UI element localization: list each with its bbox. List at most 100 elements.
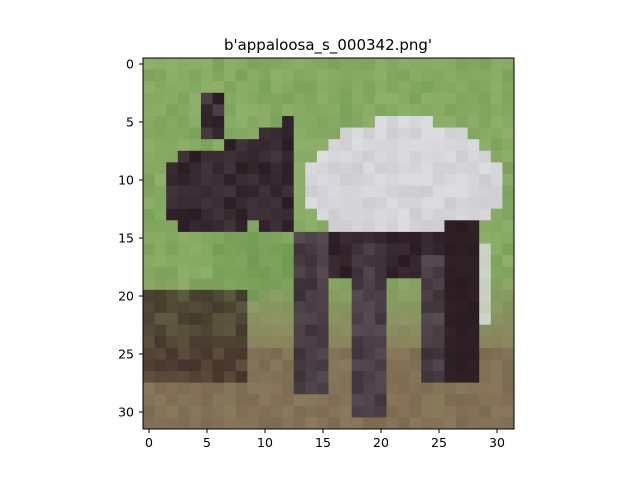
image-pixel — [467, 255, 480, 268]
image-pixel — [154, 313, 167, 326]
image-pixel — [247, 324, 260, 337]
image-pixel — [386, 371, 399, 384]
image-pixel — [270, 173, 283, 187]
image-pixel — [200, 278, 214, 291]
image-pixel — [212, 173, 225, 187]
image-pixel — [328, 313, 341, 326]
image-pixel — [444, 324, 457, 337]
image-pixel — [398, 301, 411, 314]
image-pixel — [502, 69, 515, 82]
image-pixel — [258, 231, 272, 244]
image-pixel — [177, 115, 190, 129]
image-pixel — [398, 197, 411, 210]
image-pixel — [166, 313, 179, 326]
image-pixel — [282, 208, 295, 221]
image-pixel — [247, 289, 260, 302]
image-pixel — [177, 220, 190, 233]
image-pixel — [293, 173, 306, 187]
image-pixel — [166, 371, 179, 384]
image-pixel — [189, 81, 202, 94]
image-pixel — [421, 208, 434, 221]
image-pixel — [502, 266, 515, 279]
image-pixel — [398, 81, 411, 94]
image-pixel — [444, 92, 457, 105]
image-pixel — [490, 289, 503, 302]
image-pixel — [502, 162, 515, 175]
image-pixel — [479, 359, 492, 372]
image-pixel — [177, 417, 190, 430]
image-pixel — [177, 162, 190, 175]
image-pixel — [340, 197, 353, 210]
image-pixel — [177, 104, 190, 117]
image-pixel — [363, 173, 376, 187]
image-pixel — [305, 255, 318, 268]
image-pixel — [293, 289, 306, 302]
image-pixel — [235, 301, 248, 314]
image-pixel — [200, 127, 214, 140]
image-pixel — [282, 405, 295, 418]
image-pixel — [258, 301, 272, 314]
image-pixel — [456, 324, 469, 337]
image-pixel — [189, 359, 202, 372]
image-pixel — [212, 231, 225, 244]
image-pixel — [490, 58, 503, 71]
image-pixel — [235, 197, 248, 210]
image-pixel — [305, 81, 318, 94]
image-pixel — [305, 266, 318, 279]
image-pixel — [432, 231, 445, 244]
image-pixel — [247, 382, 260, 395]
image-pixel — [374, 359, 387, 372]
image-pixel — [351, 255, 364, 268]
image-pixel — [316, 162, 329, 175]
image-pixel — [479, 347, 492, 360]
image-pixel — [258, 139, 272, 152]
image-pixel — [200, 255, 214, 268]
image-pixel — [409, 405, 422, 418]
image-pixel — [398, 231, 411, 244]
image-pixel — [432, 92, 445, 105]
image-pixel — [386, 359, 399, 372]
image-pixel — [456, 347, 469, 360]
image-pixel — [166, 324, 179, 337]
image-pixel — [270, 371, 283, 384]
image-pixel — [282, 81, 295, 94]
image-pixel — [467, 231, 480, 244]
image-pixel — [200, 301, 214, 314]
image-pixel — [467, 127, 480, 140]
image-pixel — [421, 243, 434, 256]
image-pixel — [444, 115, 457, 129]
image-pixel — [316, 359, 329, 372]
image-pixel — [247, 266, 260, 279]
image-pixel — [316, 81, 329, 94]
image-pixel — [502, 104, 515, 117]
image-pixel — [340, 347, 353, 360]
image-pixel — [270, 347, 283, 360]
image-pixel — [235, 243, 248, 256]
image-pixel — [363, 231, 376, 244]
image-pixel — [363, 336, 376, 349]
image-pixel — [456, 278, 469, 291]
image-pixel — [398, 278, 411, 291]
image-pixel — [212, 347, 225, 360]
image-pixel — [224, 289, 237, 302]
image-pixel — [258, 371, 272, 384]
image-pixel — [247, 359, 260, 372]
image-pixel — [340, 336, 353, 349]
image-pixel — [200, 417, 214, 430]
image-pixel — [258, 208, 272, 221]
image-pixel — [351, 92, 364, 105]
image-pixel — [467, 162, 480, 175]
image-pixel — [490, 81, 503, 94]
y-tick: 15 — [118, 231, 143, 246]
image-pixel — [456, 255, 469, 268]
image-pixel — [328, 173, 341, 187]
image-pixel — [282, 231, 295, 244]
image-pixel — [328, 255, 341, 268]
image-pixel — [247, 347, 260, 360]
image-pixel — [316, 173, 329, 187]
image-pixel — [351, 301, 364, 314]
image-pixel — [398, 336, 411, 349]
image-pixel — [270, 197, 283, 210]
image-pixel — [363, 255, 376, 268]
image-pixel — [490, 69, 503, 82]
